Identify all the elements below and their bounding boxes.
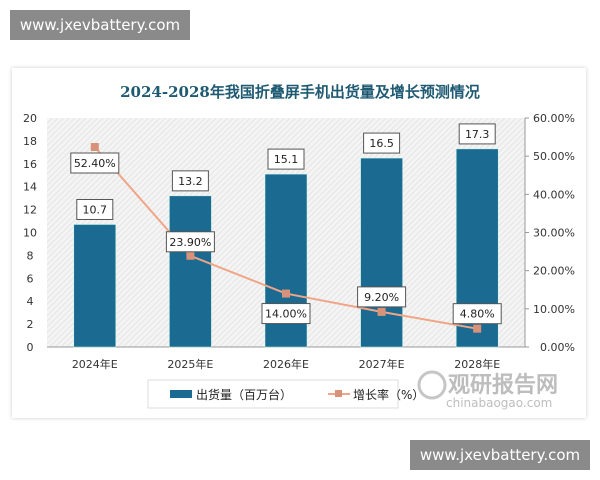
left-tick-label: 16 xyxy=(23,158,37,171)
svg-text:15.1: 15.1 xyxy=(274,153,299,166)
svg-text:14.00%: 14.00% xyxy=(265,308,307,321)
data-label: 9.20% xyxy=(357,286,407,308)
svg-text:13.2: 13.2 xyxy=(178,175,203,188)
right-tick-label: 50.00% xyxy=(533,150,575,163)
data-label: 14.00% xyxy=(261,303,311,325)
svg-text:52.40%: 52.40% xyxy=(74,157,116,170)
x-tick-label: 2028年E xyxy=(454,357,500,371)
x-tick-label: 2025年E xyxy=(167,357,213,371)
svg-text:10.7: 10.7 xyxy=(83,203,108,216)
line-marker xyxy=(282,289,290,298)
right-tick-label: 0.00% xyxy=(540,341,575,354)
left-tick-label: 14 xyxy=(23,181,37,194)
watermark-banner-top: www.jxevbattery.com xyxy=(10,10,190,40)
svg-text:观研报告网: 观研报告网 xyxy=(448,373,558,398)
bar xyxy=(169,195,212,348)
svg-text:9.20%: 9.20% xyxy=(364,291,399,304)
legend-label-line: 增长率（%） xyxy=(353,387,424,402)
right-tick-label: 10.00% xyxy=(533,303,575,316)
left-tick-label: 4 xyxy=(27,295,34,308)
left-tick-label: 8 xyxy=(27,249,34,262)
data-label: 16.5 xyxy=(363,132,401,154)
svg-text:16.5: 16.5 xyxy=(369,137,394,150)
bar xyxy=(73,224,117,348)
line-marker xyxy=(186,251,195,260)
line-marker xyxy=(377,307,386,316)
svg-text:4.80%: 4.80% xyxy=(460,308,495,321)
legend-swatch-bar xyxy=(170,390,192,398)
data-label: 52.40% xyxy=(70,152,120,174)
svg-text:chinabaogao.com: chinabaogao.com xyxy=(446,396,552,410)
data-label: 4.80% xyxy=(452,303,502,325)
chart-title: 2024-2028年我国折叠屏手机出货量及增长预测情况 xyxy=(120,83,480,101)
line-marker xyxy=(90,143,99,152)
x-tick-label: 2027年E xyxy=(359,357,405,371)
left-tick-label: 12 xyxy=(23,204,37,217)
left-tick-label: 0 xyxy=(27,341,34,354)
right-tick-label: 40.00% xyxy=(533,188,575,201)
svg-text:17.3: 17.3 xyxy=(465,128,490,141)
x-tick-label: 2026年E xyxy=(263,357,309,371)
left-tick-label: 6 xyxy=(27,272,34,285)
right-tick-label: 30.00% xyxy=(533,227,575,240)
data-label: 17.3 xyxy=(458,123,496,145)
left-tick-label: 20 xyxy=(23,112,37,125)
right-tick-label: 20.00% xyxy=(533,265,575,278)
data-label: 13.2 xyxy=(171,170,209,192)
x-tick-label: 2024年E xyxy=(72,357,118,371)
logo: 观研报告网 chinabaogao.com xyxy=(417,370,558,410)
left-tick-label: 18 xyxy=(23,135,37,148)
watermark-banner-bottom: www.jxevbattery.com xyxy=(410,440,590,470)
bar xyxy=(360,157,403,348)
left-tick-label: 10 xyxy=(23,227,37,240)
data-label: 23.90% xyxy=(165,231,215,253)
data-label: 15.1 xyxy=(267,148,305,170)
left-tick-label: 2 xyxy=(27,318,34,331)
data-label: 10.7 xyxy=(76,198,114,220)
svg-text:23.90%: 23.90% xyxy=(169,236,211,249)
legend-swatch-line xyxy=(335,390,342,397)
legend: 出货量（百万台） 增长率（%） xyxy=(147,379,424,409)
right-tick-label: 60.00% xyxy=(533,112,575,125)
line-marker xyxy=(473,324,482,333)
legend-label-bar: 出货量（百万台） xyxy=(196,387,292,402)
